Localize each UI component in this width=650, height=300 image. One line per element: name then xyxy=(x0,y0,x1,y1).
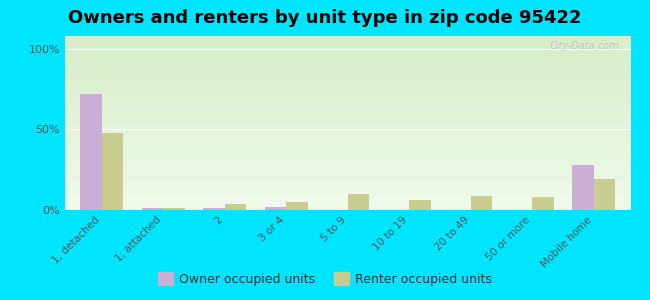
Bar xyxy=(593,179,615,210)
Bar xyxy=(102,133,124,210)
Bar xyxy=(265,207,286,210)
Bar xyxy=(471,196,492,210)
Bar xyxy=(81,94,102,210)
Bar xyxy=(286,202,308,210)
Legend: Owner occupied units, Renter occupied units: Owner occupied units, Renter occupied un… xyxy=(153,267,497,291)
Bar xyxy=(225,204,246,210)
Bar xyxy=(163,208,185,210)
Bar xyxy=(572,165,593,210)
Bar xyxy=(532,197,554,210)
Bar xyxy=(348,194,369,210)
Bar xyxy=(203,208,225,210)
Bar xyxy=(410,200,431,210)
Bar xyxy=(142,208,163,210)
Text: City-Data.com: City-Data.com xyxy=(549,41,619,51)
Text: Owners and renters by unit type in zip code 95422: Owners and renters by unit type in zip c… xyxy=(68,9,582,27)
